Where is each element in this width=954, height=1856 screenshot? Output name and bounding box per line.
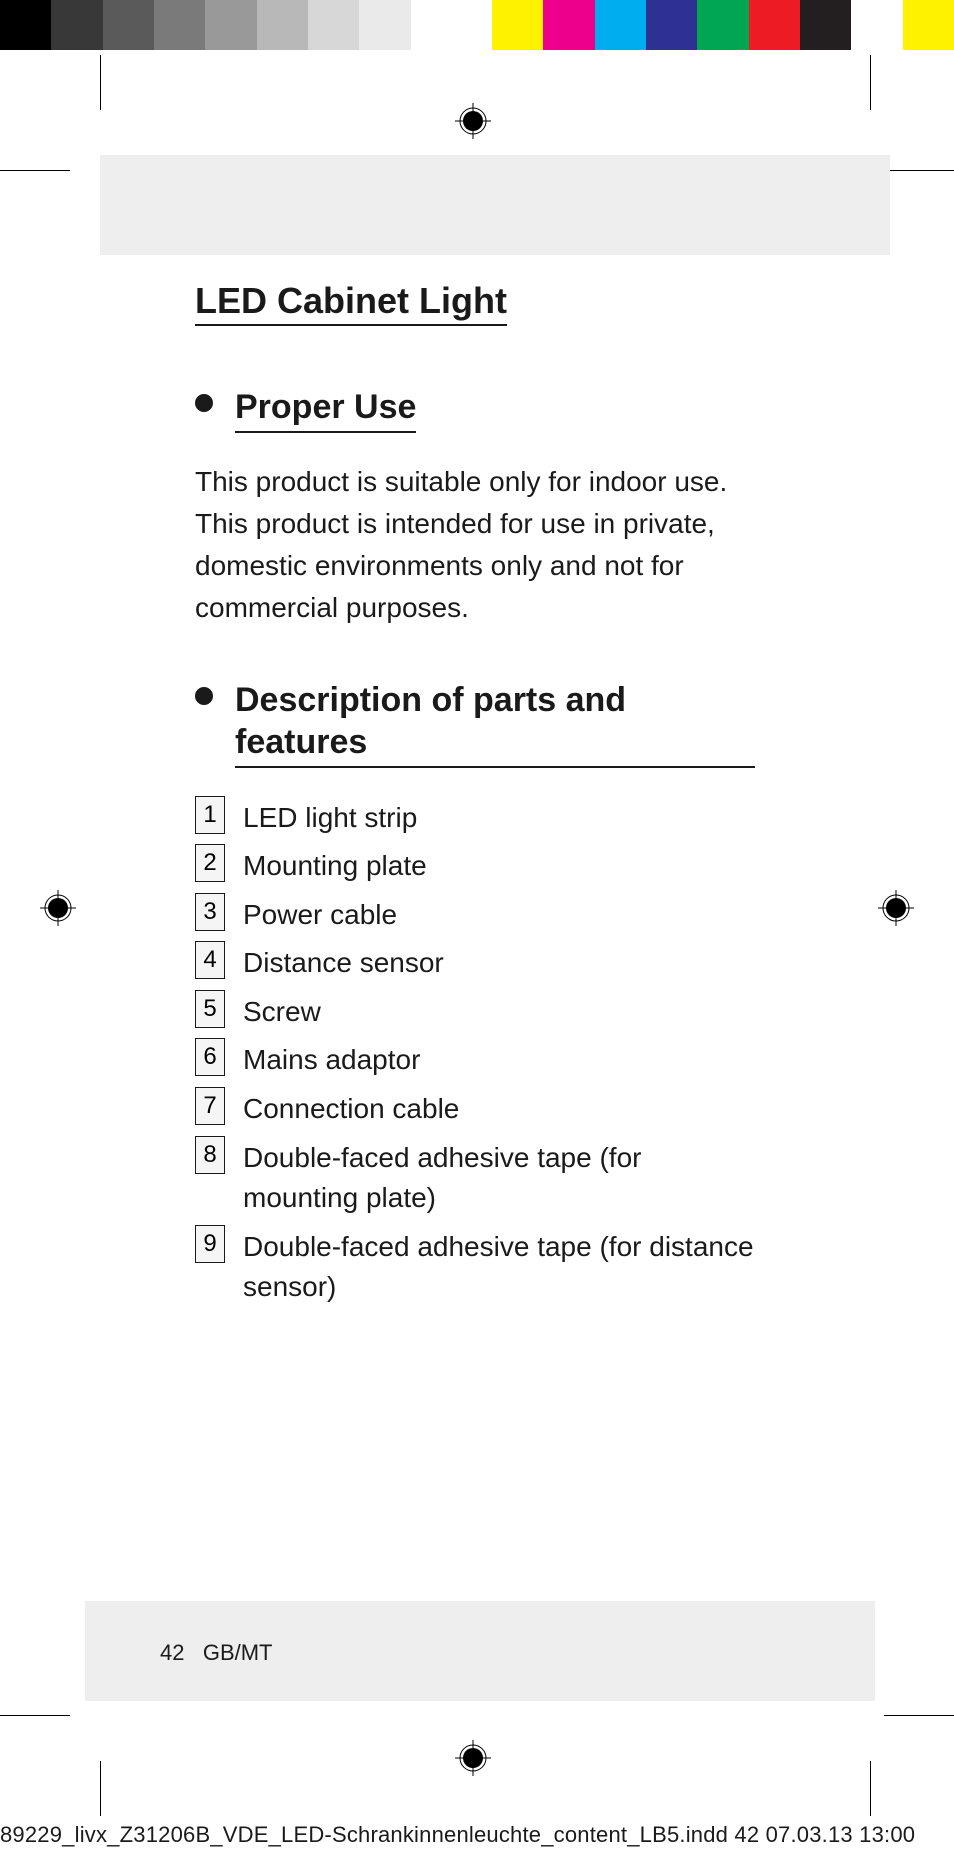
crop-mark <box>884 1715 954 1716</box>
section-heading: Description of parts and features <box>195 679 755 768</box>
part-number-box: 5 <box>195 990 225 1028</box>
section-heading: Proper Use <box>195 386 755 433</box>
part-label: Connection cable <box>243 1087 459 1130</box>
part-row: 5 Screw <box>195 990 755 1033</box>
color-swatch <box>595 0 646 50</box>
header-gray-block <box>100 155 890 255</box>
section-title: Description of parts and features <box>235 679 755 768</box>
section-parts: Description of parts and features 1 LED l… <box>195 679 755 1309</box>
color-swatch <box>646 0 697 50</box>
parts-list: 1 LED light strip 2 Mounting plate 3 Power ca… <box>195 796 755 1309</box>
color-swatch <box>492 0 543 50</box>
crop-mark <box>870 55 871 110</box>
color-swatch <box>851 0 902 50</box>
color-swatch <box>903 0 954 50</box>
bullet-icon <box>195 687 213 705</box>
part-number-box: 3 <box>195 893 225 931</box>
page-number: 42 <box>160 1640 184 1665</box>
part-label: Distance sensor <box>243 941 444 984</box>
gray-swatch <box>154 0 205 50</box>
part-row: 3 Power cable <box>195 893 755 936</box>
part-label: Double-faced adhesive tape (for mounting… <box>243 1136 755 1219</box>
color-swatch <box>800 0 851 50</box>
part-number-box: 6 <box>195 1038 225 1076</box>
part-label: Mounting plate <box>243 844 427 887</box>
part-number-box: 9 <box>195 1225 225 1263</box>
prepress-filename: 89229_livx_Z31206B_VDE_LED-Schrankinnenl… <box>0 1822 915 1848</box>
page-content: LED Cabinet Light Proper Use This produc… <box>195 280 755 1358</box>
crop-mark <box>0 1715 70 1716</box>
gray-swatch <box>359 0 410 50</box>
part-label: LED light strip <box>243 796 417 839</box>
part-number-box: 1 <box>195 796 225 834</box>
color-swatch <box>749 0 800 50</box>
color-swatch <box>697 0 748 50</box>
colorbar-gap <box>462 0 492 50</box>
part-row: 6 Mains adaptor <box>195 1038 755 1081</box>
section-body: This product is suitable only for indoor… <box>195 461 755 629</box>
calibration-colorbar <box>0 0 954 50</box>
gray-swatch <box>308 0 359 50</box>
part-row: 4 Distance sensor <box>195 941 755 984</box>
crop-mark <box>884 170 954 171</box>
registration-mark-icon <box>455 1740 491 1776</box>
gray-swatch <box>257 0 308 50</box>
crop-mark <box>870 1761 871 1816</box>
page-footer: 42 GB/MT <box>160 1640 273 1666</box>
section-proper-use: Proper Use This product is suitable only… <box>195 386 755 629</box>
part-row: 2 Mounting plate <box>195 844 755 887</box>
part-label: Double-faced adhesive tape (for distance… <box>243 1225 755 1308</box>
gray-swatch <box>411 0 462 50</box>
part-number-box: 4 <box>195 941 225 979</box>
part-label: Power cable <box>243 893 397 936</box>
bullet-icon <box>195 394 213 412</box>
part-row: 7 Connection cable <box>195 1087 755 1130</box>
gray-swatch <box>0 0 51 50</box>
part-number-box: 2 <box>195 844 225 882</box>
registration-mark-icon <box>40 890 76 926</box>
gray-swatch <box>103 0 154 50</box>
crop-mark <box>100 55 101 110</box>
crop-mark <box>0 170 70 171</box>
crop-mark <box>100 1761 101 1816</box>
part-number-box: 7 <box>195 1087 225 1125</box>
part-row: 1 LED light strip <box>195 796 755 839</box>
part-number-box: 8 <box>195 1136 225 1174</box>
page-title: LED Cabinet Light <box>195 280 507 326</box>
part-row: 8 Double-faced adhesive tape (for mountin… <box>195 1136 755 1219</box>
part-row: 9 Double-faced adhesive tape (for distanc… <box>195 1225 755 1308</box>
part-label: Screw <box>243 990 321 1033</box>
gray-swatch <box>205 0 256 50</box>
registration-mark-icon <box>455 103 491 139</box>
section-title: Proper Use <box>235 386 416 433</box>
color-swatch <box>543 0 594 50</box>
gray-swatch <box>51 0 102 50</box>
page-lang: GB/MT <box>203 1640 273 1665</box>
part-label: Mains adaptor <box>243 1038 420 1081</box>
registration-mark-icon <box>878 890 914 926</box>
